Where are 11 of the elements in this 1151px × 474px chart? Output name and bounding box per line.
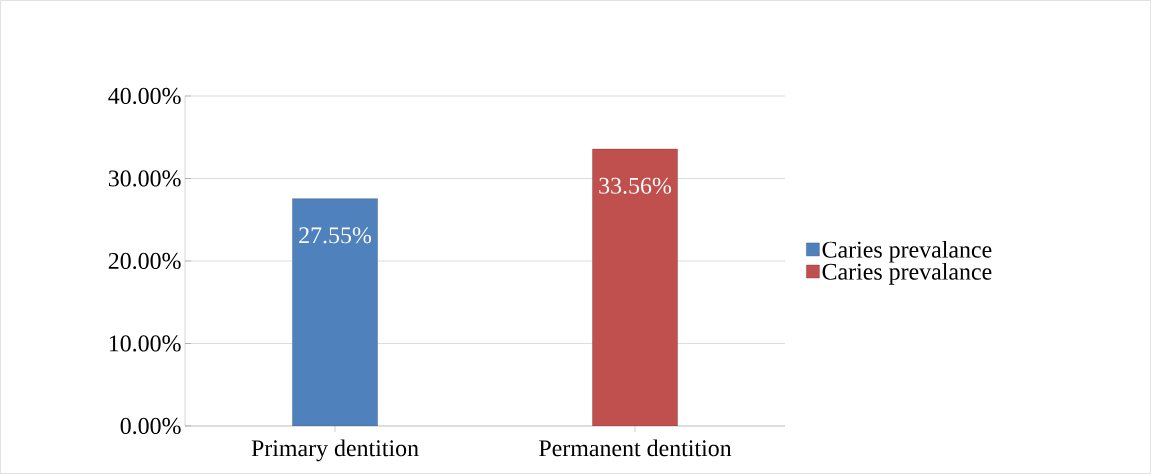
y-tick-label: 30.00% bbox=[108, 170, 181, 187]
y-tick-label: 20.00% bbox=[108, 252, 181, 270]
legend-label: Caries prevalance bbox=[822, 262, 992, 285]
x-tick-label: Permanent dentition bbox=[539, 439, 732, 457]
data-label: 33.56% bbox=[599, 177, 672, 194]
y-tick-label: 10.00% bbox=[109, 335, 181, 352]
data-label: 27.55% bbox=[299, 227, 372, 244]
legend-label: Caries prevalance bbox=[822, 240, 992, 263]
y-tick-label: 40.00% bbox=[108, 87, 181, 105]
x-tick-label: Primary dentition bbox=[251, 439, 419, 462]
y-tick-label: 0.00% bbox=[120, 417, 181, 435]
